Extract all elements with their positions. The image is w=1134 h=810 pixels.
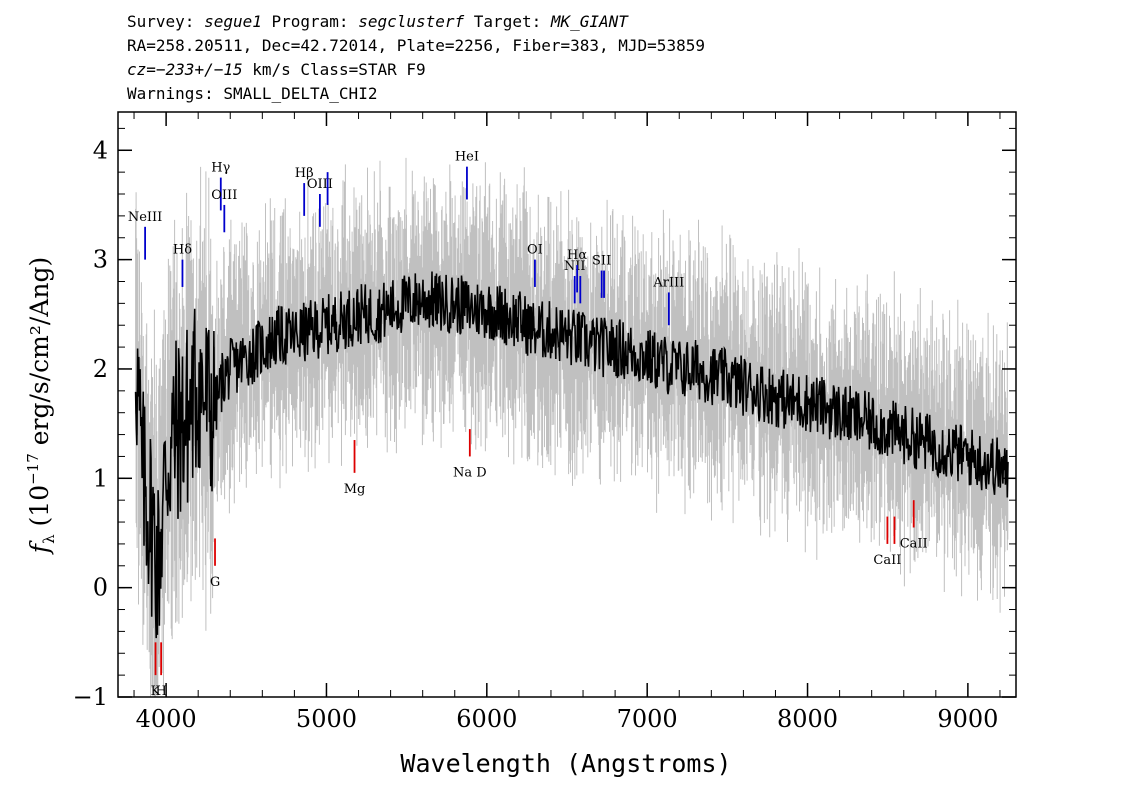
y-tick-label: −1 — [73, 683, 108, 711]
absorption-line-label: CaII — [900, 537, 928, 552]
header-line-coords: RA=258.20511, Dec=42.72014, Plate=2256, … — [127, 36, 705, 55]
header-line-cz: cz=−233+/−15 km/s Class=STAR F9 — [127, 58, 705, 82]
survey-value: segue1 — [204, 12, 262, 31]
x-tick-label: 4000 — [136, 705, 197, 733]
program-label: Program: — [261, 12, 359, 31]
y-tick-label: 3 — [93, 246, 108, 274]
x-tick-label: 8000 — [777, 705, 838, 733]
absorption-line-label: G — [210, 575, 220, 590]
absorption-line-label: H — [155, 684, 166, 699]
target-label: Target: — [464, 12, 551, 31]
x-tick-label: 6000 — [456, 705, 517, 733]
emission-line-label: OIII — [307, 177, 333, 192]
spectrum-series — [134, 271, 1009, 639]
x-axis-label: Wavelength (Angstroms) — [400, 749, 731, 778]
survey-label: Survey: — [127, 12, 205, 31]
cz-units-class: km/s Class=STAR F9 — [242, 60, 426, 79]
emission-line-label: NII — [564, 259, 586, 274]
y-label-f: f — [25, 540, 54, 555]
y-tick-label: 2 — [93, 355, 108, 383]
y-tick-label: 1 — [93, 464, 108, 492]
header-line-survey: Survey: segue1 Program: segclusterf Targ… — [127, 10, 705, 34]
x-tick-label: 9000 — [937, 705, 998, 733]
target-value: MK_GIANT — [550, 12, 628, 31]
emission-line-label: OI — [527, 243, 543, 258]
y-tick-label: 4 — [93, 136, 108, 164]
y-label-main: (10 — [25, 485, 54, 535]
emission-line-label: Hα — [567, 248, 587, 263]
emission-line-label: Hγ — [211, 161, 230, 176]
emission-line-label: HeI — [455, 150, 479, 165]
plot-frame — [117, 111, 1017, 698]
spectrum-header: Survey: segue1 Program: segclusterf Targ… — [127, 10, 705, 106]
y-tick-label: 0 — [93, 574, 108, 602]
spectrum-line — [134, 271, 1009, 639]
cz-value: −233+/−15 — [155, 60, 243, 79]
emission-line-label: Hβ — [295, 166, 314, 181]
absorption-line-label: CaII — [873, 553, 901, 568]
absorption-line-label: Mg — [344, 482, 366, 497]
emission-line-label: OIII — [211, 188, 237, 203]
y-label-sub: λ — [40, 534, 58, 544]
y-axis: −1 0 1 2 3 4 — [73, 127, 1016, 711]
absorption-line-label: Na D — [453, 465, 487, 480]
y-label-exp: −17 — [24, 453, 42, 485]
emission-line-label: Hδ — [173, 243, 192, 258]
x-tick-label: 5000 — [296, 705, 357, 733]
y-label-post: erg/s/cm²/Ang) — [25, 257, 54, 453]
emission-line-label: SII — [592, 254, 611, 269]
x-axis: 4000 5000 6000 7000 8000 9000 — [133, 112, 1001, 733]
y-axis-label: fλ (10−17 erg/s/cm²/Ang) — [24, 257, 58, 555]
absorption-line-label: K — [151, 684, 161, 699]
emission-line-label: ArIII — [652, 275, 684, 290]
x-tick-label: 7000 — [617, 705, 678, 733]
emission-line-label: NeIII — [128, 210, 162, 225]
cz-label: cz= — [127, 60, 156, 79]
program-value: segclusterf — [358, 12, 465, 31]
header-line-warnings: Warnings: SMALL_DELTA_CHI2 — [127, 84, 378, 103]
